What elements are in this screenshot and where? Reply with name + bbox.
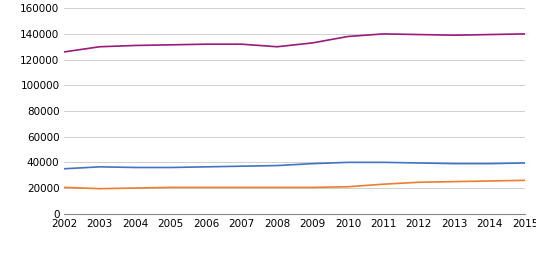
- Students: [274, 45, 280, 48]
- New students: [522, 161, 528, 165]
- Degrees: [274, 186, 280, 189]
- Degrees: [61, 186, 68, 189]
- Line: New students: New students: [64, 162, 525, 169]
- Students: [522, 32, 528, 36]
- Degrees: [487, 179, 493, 182]
- New students: [451, 162, 458, 165]
- Degrees: [451, 180, 458, 183]
- New students: [380, 161, 386, 164]
- New students: [132, 166, 138, 169]
- New students: [416, 161, 422, 165]
- Degrees: [96, 187, 103, 190]
- New students: [274, 164, 280, 167]
- Degrees: [309, 186, 316, 189]
- Line: Students: Students: [64, 34, 525, 52]
- New students: [487, 162, 493, 165]
- Students: [132, 44, 138, 47]
- Degrees: [203, 186, 210, 189]
- Students: [309, 41, 316, 45]
- Students: [61, 50, 68, 53]
- Students: [239, 42, 245, 46]
- Students: [416, 33, 422, 36]
- New students: [203, 165, 210, 169]
- New students: [239, 165, 245, 168]
- Students: [487, 33, 493, 36]
- New students: [167, 166, 174, 169]
- Line: Degrees: Degrees: [64, 180, 525, 189]
- Students: [380, 32, 386, 36]
- Degrees: [239, 186, 245, 189]
- Students: [167, 43, 174, 47]
- Students: [345, 35, 351, 38]
- Students: [203, 42, 210, 46]
- Degrees: [416, 181, 422, 184]
- Degrees: [345, 185, 351, 189]
- Degrees: [167, 186, 174, 189]
- New students: [96, 165, 103, 169]
- Degrees: [522, 179, 528, 182]
- Students: [96, 45, 103, 48]
- Students: [451, 33, 458, 37]
- New students: [345, 161, 351, 164]
- Degrees: [132, 186, 138, 190]
- New students: [61, 167, 68, 170]
- Degrees: [380, 182, 386, 186]
- New students: [309, 162, 316, 165]
